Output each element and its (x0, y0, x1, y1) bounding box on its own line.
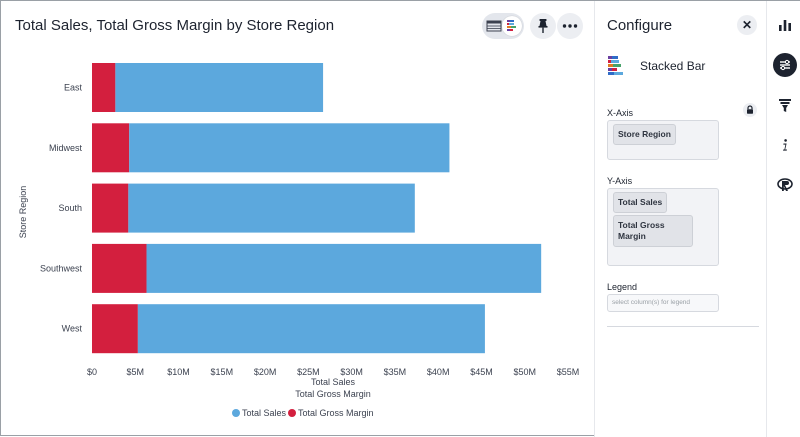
legend-swatch-total-sales (232, 409, 240, 417)
category-label-southwest: Southwest (40, 263, 83, 273)
more-button[interactable] (557, 13, 583, 39)
x-tick-label: $10M (167, 367, 190, 377)
x-tick-label: $30M (340, 367, 363, 377)
pin-button[interactable] (530, 13, 556, 39)
configure-panel: Configure ✕ Stacked Bar X-Axis (594, 1, 766, 437)
stacked-bar-chart: Store Region East Midwest South Southwest We… (18, 63, 580, 418)
x-tick-label: $25M (297, 367, 320, 377)
y-axis-title: Store Region (18, 186, 28, 239)
chart-pane: Total Sales, Total Gross Margin by Store… (1, 1, 594, 437)
bar-chart-icon[interactable] (773, 13, 797, 37)
view-toggle[interactable] (482, 13, 524, 39)
configure-icon[interactable] (773, 53, 797, 77)
x-axis-section-label: X-Axis (607, 108, 634, 118)
category-label-west: West (62, 324, 83, 334)
bar-west-total-sales[interactable] (137, 304, 485, 354)
chart-type-label: Stacked Bar (640, 59, 706, 73)
bar-east-total-sales[interactable] (115, 63, 324, 112)
x-axis-column-chip[interactable]: Store Region (613, 124, 676, 145)
bar-southwest-total-gross-margin[interactable] (92, 243, 147, 293)
bar-midwest-total-sales[interactable] (129, 123, 450, 173)
pin-icon (538, 19, 548, 33)
right-rail (766, 1, 800, 437)
legend: Total Sales Total Gross Margin (232, 408, 374, 418)
bar-east-total-gross-margin[interactable] (92, 63, 116, 112)
category-label-south: South (58, 203, 82, 213)
x-tick-label: $0 (87, 367, 97, 377)
x-tick-label: $35M (384, 367, 407, 377)
close-icon[interactable]: ✕ (737, 15, 757, 35)
category-label-east: East (64, 83, 83, 93)
y-axis-column-chip-total-gross-margin[interactable]: Total Gross Margin (613, 215, 693, 247)
configure-title: Configure (607, 17, 673, 34)
r-icon[interactable] (773, 173, 797, 197)
x-tick-label: $55M (557, 367, 580, 377)
x-axis-title-1: Total Sales (311, 377, 356, 387)
legend-swatch-total-gross-margin (288, 409, 296, 417)
x-tick-label: $5M (127, 367, 145, 377)
y-axis-drop-zone[interactable]: Total Sales Total Gross Margin (607, 188, 719, 266)
table-icon[interactable] (484, 16, 504, 36)
lock-icon[interactable] (743, 103, 757, 117)
legend-label-total-sales: Total Sales (242, 408, 287, 418)
bar-west-total-gross-margin[interactable] (92, 304, 138, 354)
y-axis-column-chip-total-sales[interactable]: Total Sales (613, 192, 668, 213)
x-tick-label: $20M (254, 367, 277, 377)
bar-southwest-total-sales[interactable] (146, 243, 542, 293)
legend-column-input[interactable]: select column(s) for legend (607, 294, 719, 312)
info-icon[interactable] (773, 133, 797, 157)
chart-type-selector[interactable]: Stacked Bar (607, 54, 757, 80)
category-label-midwest: Midwest (49, 143, 83, 153)
chart-icon[interactable] (502, 16, 522, 36)
bar-south-total-gross-margin[interactable] (92, 183, 129, 233)
y-axis-section-label: Y-Axis (607, 176, 633, 186)
legend-section-label: Legend (607, 282, 638, 292)
bar-midwest-total-gross-margin[interactable] (92, 123, 130, 173)
stacked-bar-type-icon (608, 56, 623, 75)
x-tick-label: $50M (513, 367, 536, 377)
legend-label-total-gross-margin: Total Gross Margin (298, 408, 374, 418)
x-tick-label: $45M (470, 367, 493, 377)
filter-icon[interactable] (773, 93, 797, 117)
divider (607, 326, 759, 327)
chart-title: Total Sales, Total Gross Margin by Store… (15, 17, 335, 34)
x-tick-label: $15M (211, 367, 234, 377)
x-axis-title-2: Total Gross Margin (295, 389, 371, 399)
bar-south-total-sales[interactable] (128, 183, 415, 233)
x-tick-label: $40M (427, 367, 450, 377)
more-icon (562, 24, 578, 28)
x-axis-drop-zone[interactable]: Store Region (607, 120, 719, 160)
